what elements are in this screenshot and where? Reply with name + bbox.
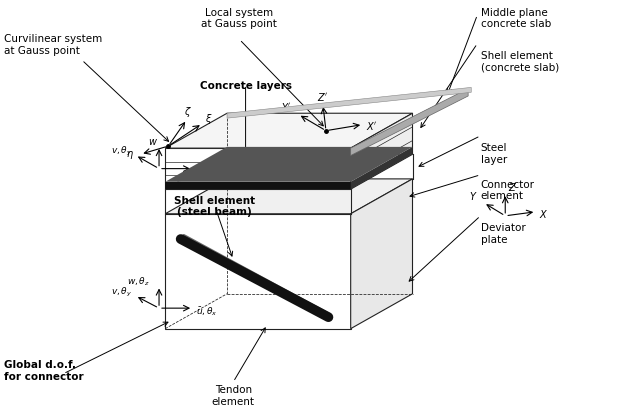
Polygon shape bbox=[351, 147, 412, 190]
Text: Shell element
(concrete slab): Shell element (concrete slab) bbox=[481, 50, 559, 72]
Text: Connector
element: Connector element bbox=[481, 180, 535, 201]
Text: $X$: $X$ bbox=[539, 207, 548, 219]
Text: $v, \theta_y$: $v, \theta_y$ bbox=[111, 145, 132, 158]
Text: Tendon
element: Tendon element bbox=[212, 384, 255, 406]
Polygon shape bbox=[351, 89, 468, 156]
Text: Shell element
(steel beam): Shell element (steel beam) bbox=[174, 195, 255, 217]
Text: $w, \theta_z$: $w, \theta_z$ bbox=[127, 275, 150, 287]
Text: $Z$: $Z$ bbox=[509, 181, 517, 193]
Polygon shape bbox=[351, 180, 412, 329]
Text: $\bar{u}, \theta_x$: $\bar{u}, \theta_x$ bbox=[196, 165, 218, 178]
Text: $\bar{u}, \theta_x$: $\bar{u}, \theta_x$ bbox=[196, 304, 218, 317]
Text: $w$: $w$ bbox=[148, 137, 158, 147]
Polygon shape bbox=[227, 88, 471, 119]
Text: $Y$: $Y$ bbox=[469, 189, 478, 201]
Polygon shape bbox=[165, 114, 412, 149]
Text: Local system
at Gauss point: Local system at Gauss point bbox=[201, 7, 278, 29]
Polygon shape bbox=[165, 180, 412, 214]
Text: $\xi$: $\xi$ bbox=[206, 112, 213, 125]
Text: Middle plane
concrete slab: Middle plane concrete slab bbox=[481, 7, 551, 29]
Polygon shape bbox=[165, 182, 351, 190]
Text: $X'$: $X'$ bbox=[366, 119, 378, 131]
Text: Deviator
plate: Deviator plate bbox=[481, 223, 525, 244]
Text: $\eta$: $\eta$ bbox=[127, 149, 134, 161]
Text: Steel
layer: Steel layer bbox=[481, 142, 507, 164]
Polygon shape bbox=[165, 149, 351, 190]
Text: $\zeta$: $\zeta$ bbox=[184, 105, 191, 119]
Polygon shape bbox=[165, 147, 412, 182]
Text: $v, \theta_y$: $v, \theta_y$ bbox=[111, 285, 132, 298]
Text: $Y'$: $Y'$ bbox=[281, 101, 292, 113]
Text: Concrete layers: Concrete layers bbox=[199, 80, 292, 90]
Polygon shape bbox=[165, 214, 351, 329]
Text: Curvilinear system
at Gauss point: Curvilinear system at Gauss point bbox=[4, 34, 102, 56]
Polygon shape bbox=[351, 114, 412, 190]
Text: Global d.o.f.
for connector: Global d.o.f. for connector bbox=[4, 360, 84, 381]
Text: $Z'$: $Z'$ bbox=[317, 91, 329, 103]
